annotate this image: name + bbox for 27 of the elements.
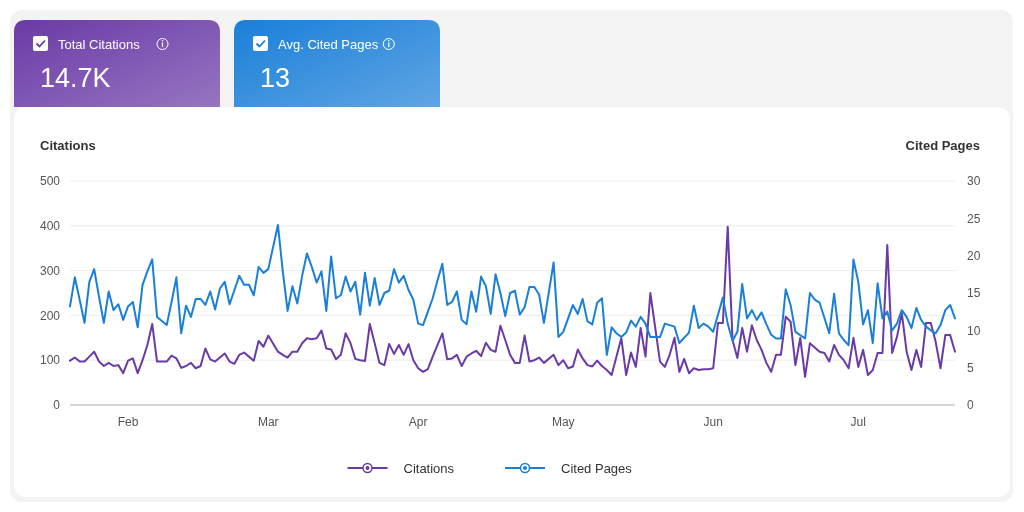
- x-tick-label: Apr: [408, 415, 428, 429]
- text: 14.7K: [40, 63, 111, 93]
- y-tick-label: 500: [39, 174, 61, 189]
- y2-tick-label: 5: [967, 360, 974, 375]
- x-tick-label: May: [551, 415, 575, 429]
- y-tick-label: 400: [39, 219, 61, 233]
- x-tick-label: Feb: [117, 415, 139, 429]
- text: Total Citations: [58, 36, 141, 52]
- y-tick-label: 0: [53, 398, 61, 413]
- y2-tick-label: 15: [967, 286, 981, 301]
- y2-tick-label: 20: [967, 248, 981, 263]
- text: 13: [260, 63, 291, 93]
- y-axis-title: Citations: [40, 138, 96, 153]
- y2-tick-label: 10: [967, 323, 981, 338]
- text: Avg. Cited Pages: [278, 36, 379, 52]
- y-tick-label: 100: [39, 353, 61, 368]
- y-tick-label: 200: [39, 308, 61, 323]
- x-tick-label: Mar: [257, 415, 279, 429]
- legend-label: Cited Pages: [561, 460, 633, 476]
- x-tick-label: Jun: [703, 415, 723, 429]
- y2-tick-label: 30: [967, 174, 981, 189]
- legend-label: Citations: [403, 460, 455, 476]
- y2-axis-title: Cited Pages: [905, 138, 980, 153]
- x-tick-label: Jul: [850, 415, 866, 429]
- y-tick-label: 300: [39, 263, 61, 278]
- y2-tick-label: 0: [967, 398, 974, 413]
- y2-tick-label: 25: [967, 211, 981, 226]
